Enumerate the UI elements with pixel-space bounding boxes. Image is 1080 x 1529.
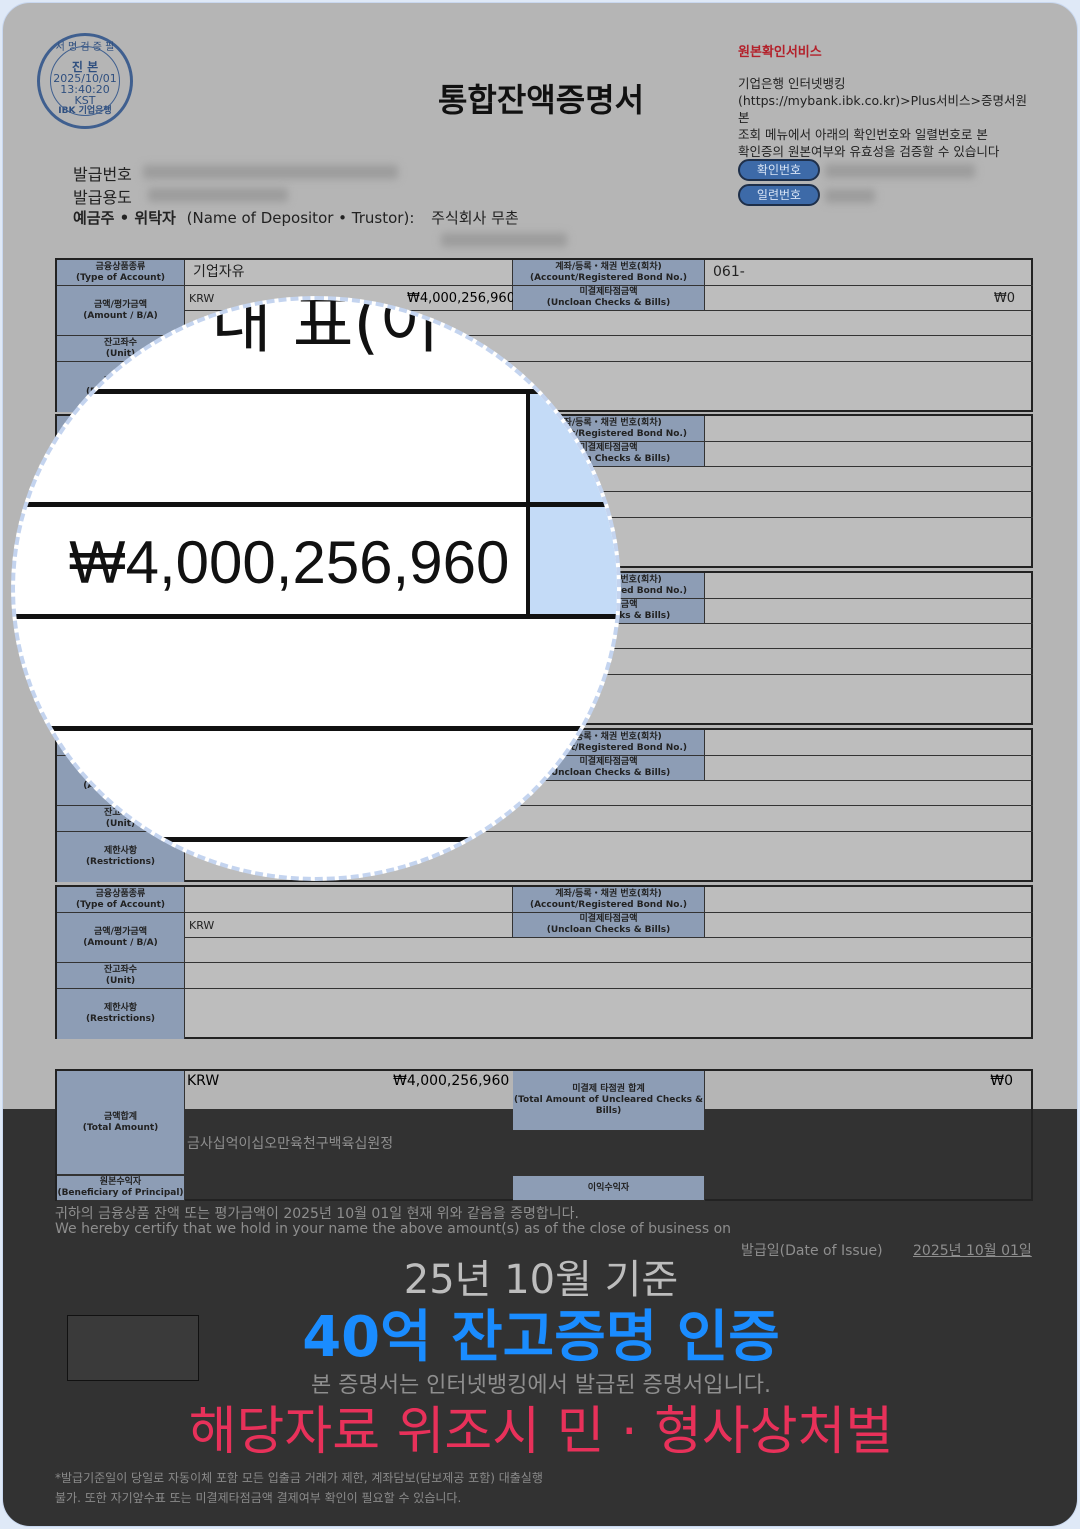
amount-label: 금액/평가금액(Amount / B/A) [57, 913, 185, 963]
redacted-purpose [148, 188, 288, 202]
beneficiary-label: 원본수익자 (Beneficiary of Principal) [57, 1175, 185, 1201]
depositor-label: 예금주 • 위탁자 [73, 209, 176, 227]
barcode-image [67, 1315, 199, 1381]
total-label: 금액합계 [103, 1111, 138, 1122]
service-line: 확인증의 원본여부와 유효성을 검증할 수 있습니다 [738, 144, 1000, 159]
account-number: 061- [705, 260, 1033, 286]
service-line: 조회 메뉴에서 아래의 확인번호와 일렬번호로 본 [738, 127, 988, 142]
document-title: 통합잔액증명서 [437, 81, 645, 119]
total-table: 금액합계 (Total Amount) KRW ₩4,000,256,960 미결… [55, 1069, 1033, 1201]
magnified-partial-text: 내 표(이 [211, 296, 440, 362]
amount-label: 금액/평가금액(Amount / B/A) [57, 286, 185, 336]
total-currency: KRW [187, 1073, 220, 1089]
amount: ₩4,000,256,960 [407, 291, 515, 306]
issue-date: 2025년 10월 01일 [913, 1243, 1032, 1259]
total-korean-amount: 금사십억이십오만육천구백육십원정 [187, 1136, 394, 1152]
account-type [185, 887, 513, 913]
service-line: 기업은행 인터넷뱅킹 [738, 76, 846, 91]
purpose-label: 발급용도 [73, 188, 132, 207]
unclear-amount [705, 756, 1033, 781]
account-no-label: 계좌/등록・채권 번호(회차)(Account/Registered Bond … [513, 887, 705, 913]
unclear-amount [705, 599, 1033, 624]
unclear-label: 미결제타점금액(Uncloan Checks & Bills) [513, 913, 705, 938]
footnote-line-1: *발급기준일이 당일로 자동이체 포함 모든 입출금 거래가 제한, 계좌담보(… [55, 1471, 543, 1485]
interest-label: 이익수익자 [513, 1175, 705, 1201]
warning-text: 해당자료 위조시 민 · 형사상처벌 [188, 1402, 894, 1462]
issue-number-label: 발급번호 [73, 165, 132, 184]
unclear-amount [705, 442, 1033, 467]
magnified-amount: ₩4,000,256,960 [69, 529, 510, 596]
unclear-amount [705, 913, 1033, 938]
magnifier-circle: 내 표(이 ₩4,000,256,960 [11, 296, 621, 881]
account-number [705, 730, 1033, 756]
account-number [705, 416, 1033, 442]
stamp-top: 서 명 검 증 필 [55, 42, 115, 53]
total-label-cell: 금액합계 (Total Amount) [57, 1071, 185, 1175]
service-line: (https://mybank.ibk.co.kr)>Plus서비스>증명서원본 [738, 93, 1028, 125]
redacted-serial [825, 189, 875, 203]
depositor-row: 예금주 • 위탁자 (Name of Depositor • Trustor):… [73, 207, 519, 228]
account-type: 기업자유 [185, 260, 513, 286]
depositor-value: 주식회사 무촌 [431, 209, 519, 227]
unclear-label: 미결제타점금액(Uncloan Checks & Bills) [513, 286, 705, 311]
restrictions-label: 제한사항(Restrictions) [57, 989, 185, 1039]
redacted-issue-number [143, 165, 398, 179]
total-label-en: (Total Amount) [82, 1122, 159, 1133]
redacted-depositor [441, 233, 567, 247]
headline-text: 40억 잔고증명 인증 [302, 1305, 780, 1370]
depositor-label-en: (Name of Depositor • Trustor): [186, 209, 415, 227]
account-table: 금융상품종류(Type of Account) 계좌/등록・채권 번호(회차)(… [55, 885, 1033, 1039]
confirm-number-badge: 확인번호 [738, 159, 820, 181]
verification-stamp: 서 명 검 증 필 진 본 2025/10/01 13:40:20 KST IB… [37, 33, 133, 129]
total-unclear-value: ₩0 [990, 1073, 1013, 1089]
redacted-confirm [825, 164, 975, 178]
basis-date-text: 25년 10월 기준 [403, 1257, 679, 1303]
issue-date-label: 발급일(Date of Issue) [741, 1243, 883, 1259]
account-number [705, 573, 1033, 599]
certify-english: We hereby certify that we hold in your n… [55, 1221, 732, 1237]
unclear-amount: ₩0 [705, 286, 1033, 311]
total-unclear-label: 미결제 타점권 합계 (Total Amount of Uncleared Che… [513, 1071, 705, 1131]
account-no-label: 계좌/등록・채권 번호(회차)(Account/Registered Bond … [513, 260, 705, 286]
service-description: 기업은행 인터넷뱅킹 (https://mybank.ibk.co.kr)>Pl… [738, 75, 1038, 160]
account-number [705, 887, 1033, 913]
type-label: 금융상품종류(Type of Account) [57, 260, 185, 286]
type-label: 금융상품종류(Type of Account) [57, 887, 185, 913]
total-amount: ₩4,000,256,960 [393, 1073, 510, 1089]
service-title: 원본확인서비스 [738, 45, 822, 60]
footnote-line-2: 불가. 또한 자기앞수표 또는 미결제타점금액 결제여부 확인이 필요할 수 있… [55, 1491, 462, 1505]
serial-number-badge: 일련번호 [738, 184, 820, 206]
unit-label: 잔고좌수(Unit) [57, 963, 185, 989]
currency: KRW [185, 913, 513, 938]
certify-korean: 귀하의 금융상품 잔액 또는 평가금액이 2025년 10월 01일 현재 위와… [55, 1206, 579, 1222]
certificate-notice: 본 증명서는 인터넷뱅킹에서 발급된 증명서입니다. [310, 1373, 771, 1398]
